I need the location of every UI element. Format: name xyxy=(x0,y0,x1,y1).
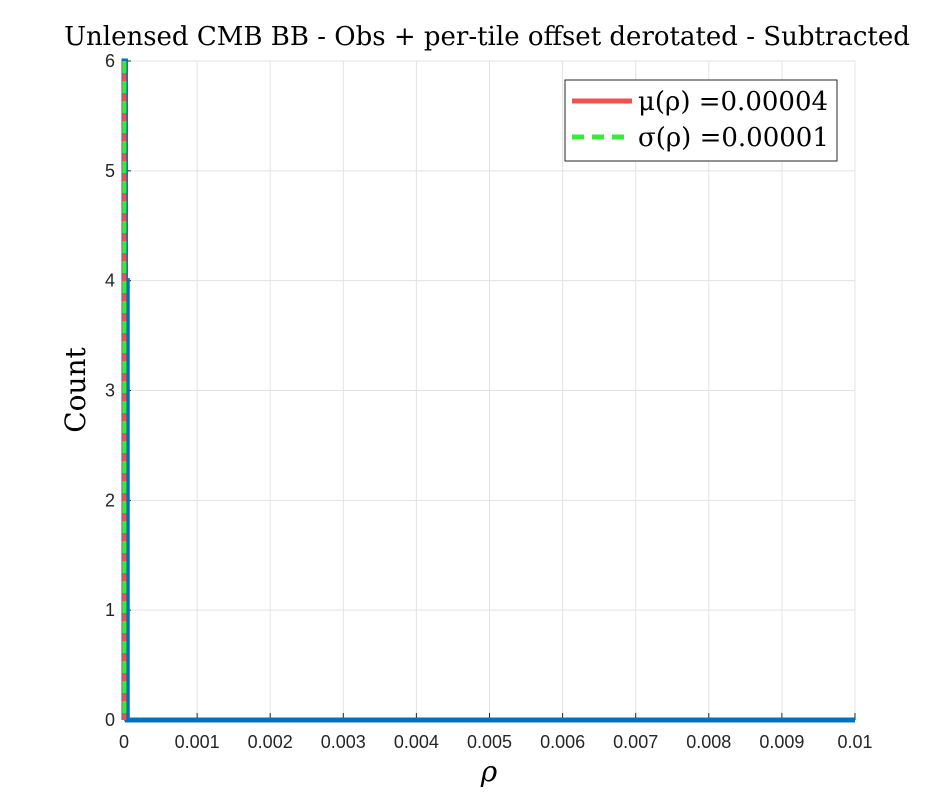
x-axis-label: ρ xyxy=(480,755,498,788)
legend: μ(ρ) =0.00004 σ(ρ) =0.00001 xyxy=(564,79,838,162)
legend-sigma-label: σ(ρ) =0.00001 xyxy=(638,123,829,153)
x-tick-label: 0.005 xyxy=(467,732,512,752)
grid xyxy=(124,60,856,720)
y-tick-label: 6 xyxy=(105,51,115,71)
y-tick-label: 1 xyxy=(105,600,115,620)
legend-box xyxy=(564,79,838,162)
chart-title: Unlensed CMB BB - Obs + per-tile offset … xyxy=(64,22,910,52)
x-tick-label: 0.01 xyxy=(837,732,872,752)
y-tick-label: 5 xyxy=(105,161,115,181)
x-tick-label: 0.004 xyxy=(394,732,439,752)
y-axis-label: Count xyxy=(59,346,92,432)
x-tick-label: 0.009 xyxy=(759,732,804,752)
y-tick-label: 0 xyxy=(105,710,115,730)
x-tick-label: 0.008 xyxy=(686,732,731,752)
x-ticks: 0 0.001 0.002 0.003 0.004 0.005 0.006 0.007 0.00… xyxy=(119,713,873,752)
y-tick-label: 4 xyxy=(105,271,115,291)
x-tick-label: 0 xyxy=(119,732,129,752)
y-tick-label: 3 xyxy=(105,381,115,401)
x-tick-label: 0.003 xyxy=(321,732,366,752)
x-tick-label: 0.001 xyxy=(175,732,220,752)
x-tick-label: 0.006 xyxy=(540,732,585,752)
y-tick-label: 2 xyxy=(105,490,115,510)
x-tick-label: 0.007 xyxy=(613,732,658,752)
x-tick-label: 0.002 xyxy=(248,732,293,752)
legend-mu-label: μ(ρ) =0.00004 xyxy=(638,87,828,117)
